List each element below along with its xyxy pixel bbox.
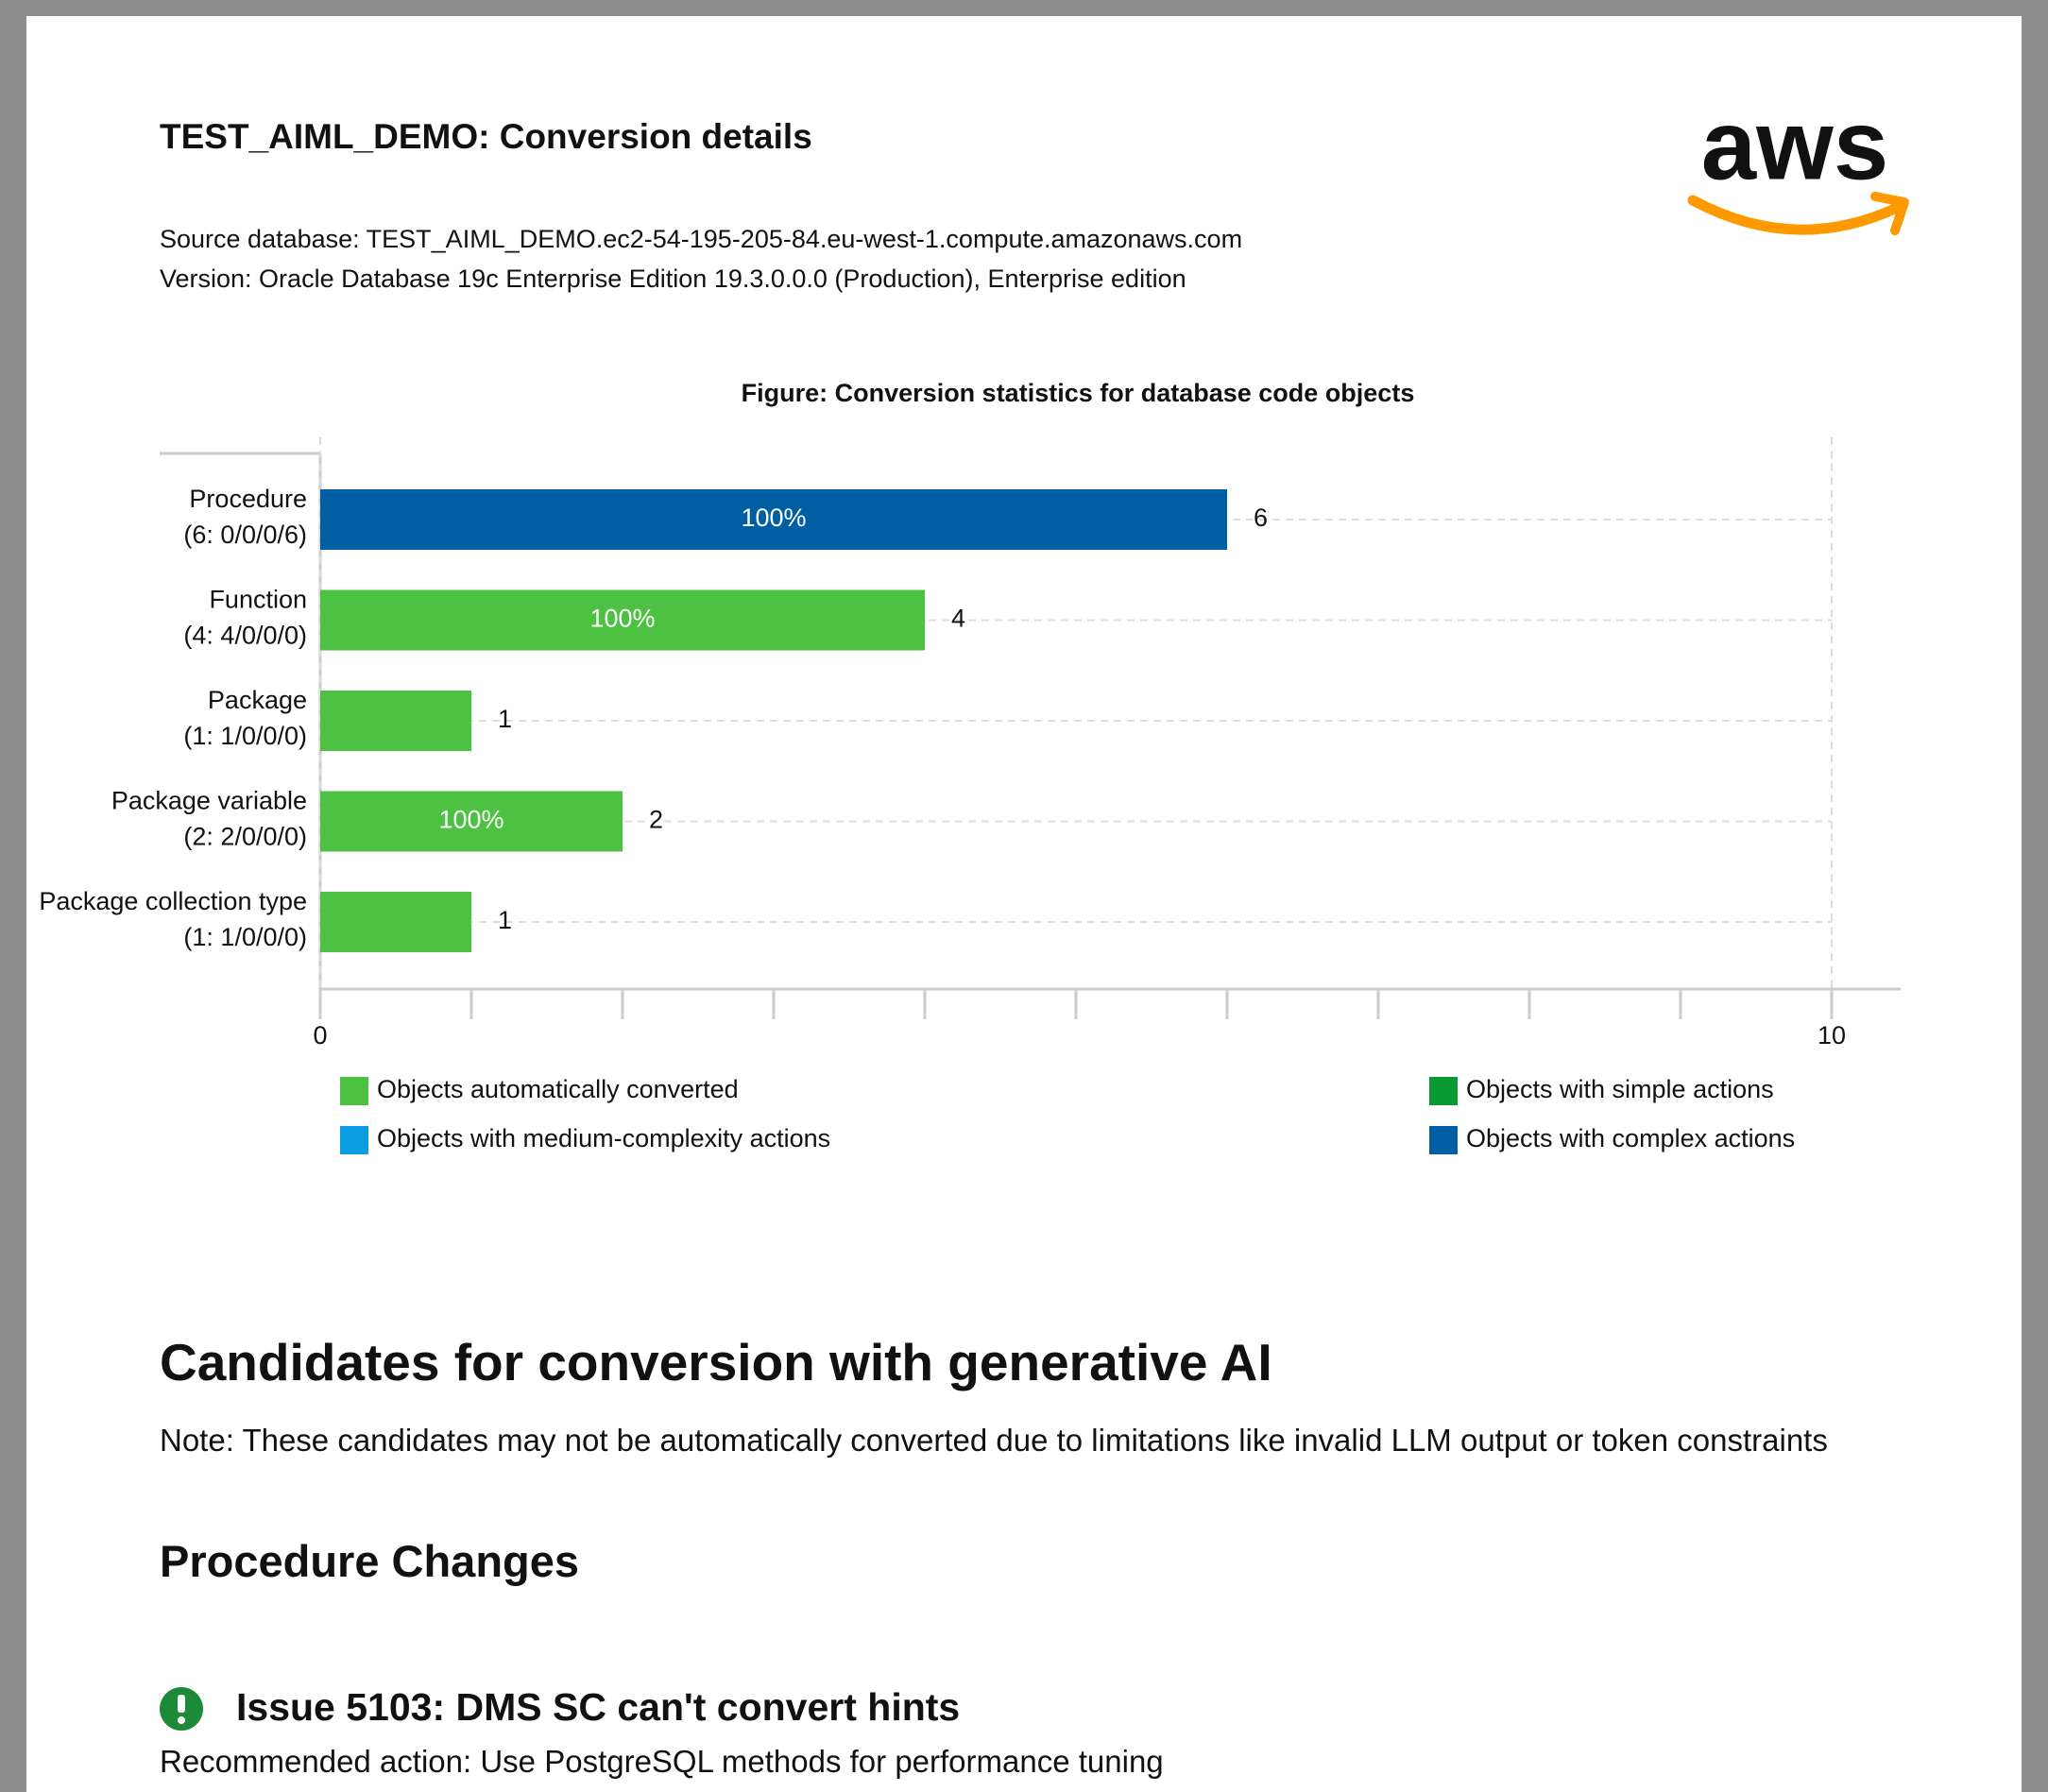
x-tick-label: 0 xyxy=(313,1021,327,1050)
bar xyxy=(320,791,623,852)
value-label: 1 xyxy=(498,705,512,733)
value-label: 1 xyxy=(498,906,512,934)
legend-swatch xyxy=(1429,1077,1458,1105)
category-detail: (1: 1/0/0/0) xyxy=(183,722,307,750)
chart-title: Figure: Conversion statistics for databa… xyxy=(742,379,1415,407)
percent-label: 100% xyxy=(438,806,503,834)
logo-arrow xyxy=(1870,192,1909,235)
legend-label: Objects with simple actions xyxy=(1466,1075,1774,1103)
value-label: 2 xyxy=(649,806,663,834)
percent-label: 100% xyxy=(741,503,806,532)
percent-label: 100% xyxy=(589,605,655,633)
category-detail: (4: 4/0/0/0) xyxy=(183,622,307,650)
legend-label: Objects automatically converted xyxy=(377,1075,739,1103)
category-detail: (2: 2/0/0/0) xyxy=(183,823,307,851)
issue-icon-bar xyxy=(178,1695,185,1713)
category-label: Function xyxy=(209,586,307,614)
legend-label: Objects with medium-complexity actions xyxy=(377,1124,830,1152)
bar xyxy=(320,691,471,751)
category-detail: (1: 1/0/0/0) xyxy=(183,923,307,951)
issue-title: Issue 5103: DMS SC can't convert hints xyxy=(236,1685,961,1729)
section-heading: Candidates for conversion with generativ… xyxy=(160,1333,1272,1391)
section-note: Note: These candidates may not be automa… xyxy=(160,1423,1828,1458)
category-label: Package xyxy=(208,686,307,714)
logo-smile xyxy=(1687,195,1903,235)
category-label: Procedure xyxy=(189,485,307,513)
legend-swatch xyxy=(340,1126,368,1154)
subheading: Procedure Changes xyxy=(160,1536,580,1586)
value-label: 6 xyxy=(1254,503,1268,532)
x-tick-label: 10 xyxy=(1818,1021,1846,1050)
legend-label: Objects with complex actions xyxy=(1466,1124,1795,1152)
source-line: Source database: TEST_AIML_DEMO.ec2-54-1… xyxy=(160,225,1243,253)
legend-swatch xyxy=(340,1077,368,1105)
report-title: TEST_AIML_DEMO: Conversion details xyxy=(160,117,812,156)
version-line: Version: Oracle Database 19c Enterprise … xyxy=(160,265,1186,293)
category-label: Package variable xyxy=(111,787,307,815)
logo-text: aws xyxy=(1701,91,1888,201)
value-label: 4 xyxy=(951,605,965,633)
category-detail: (6: 0/0/0/6) xyxy=(183,521,307,549)
bar xyxy=(320,892,471,952)
issue-icon-dot xyxy=(178,1716,185,1724)
category-label: Package collection type xyxy=(39,887,307,915)
legend-swatch xyxy=(1429,1126,1458,1154)
bar xyxy=(320,489,1227,550)
bar xyxy=(320,589,925,651)
